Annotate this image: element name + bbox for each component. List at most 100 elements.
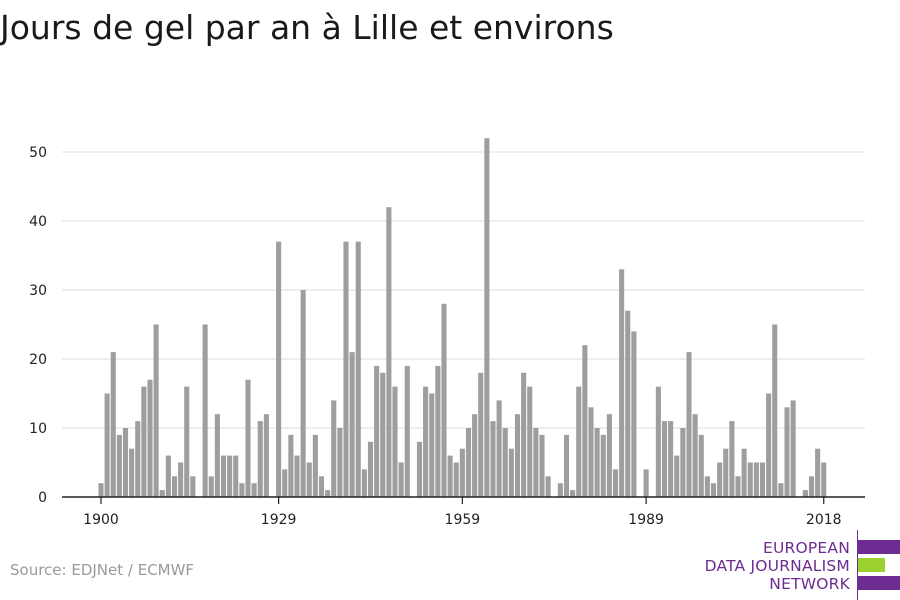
logo-line-3: NETWORK xyxy=(769,575,850,593)
chart-title: Jours de gel par an à Lille et environs xyxy=(0,8,614,47)
x-tick-label: 1959 xyxy=(445,512,481,528)
y-tick-label: 20 xyxy=(29,352,47,368)
bar xyxy=(619,269,625,497)
bar xyxy=(766,393,772,497)
bar xyxy=(349,352,355,497)
x-tick-label: 2018 xyxy=(806,512,842,528)
bar xyxy=(643,469,649,497)
x-tick-label: 1989 xyxy=(628,512,664,528)
bar xyxy=(294,455,300,497)
bar xyxy=(147,379,153,497)
bar xyxy=(784,407,790,497)
bar xyxy=(398,462,404,497)
bar xyxy=(588,407,594,497)
bar xyxy=(435,365,441,497)
bar xyxy=(343,241,349,497)
y-tick-label: 40 xyxy=(29,214,47,230)
bar xyxy=(815,448,821,497)
bar xyxy=(772,324,778,497)
bar xyxy=(153,324,159,497)
bar xyxy=(325,490,331,497)
bar xyxy=(208,476,214,497)
bar xyxy=(165,455,171,497)
bar xyxy=(668,421,674,497)
bar xyxy=(355,241,361,497)
gridlines xyxy=(62,151,865,429)
bar xyxy=(361,469,367,497)
bar xyxy=(374,365,380,497)
bar xyxy=(729,421,735,497)
bar xyxy=(282,469,288,497)
bar xyxy=(692,414,698,497)
bar xyxy=(625,310,631,497)
bar xyxy=(502,428,508,497)
bar xyxy=(821,462,827,497)
bar xyxy=(465,428,472,497)
logo-bar-top xyxy=(858,540,900,554)
bar xyxy=(514,414,521,497)
bar xyxy=(747,462,753,497)
bar xyxy=(594,428,600,497)
bar xyxy=(104,393,110,497)
bar xyxy=(159,490,165,497)
bar xyxy=(778,483,784,497)
bar xyxy=(184,386,190,497)
bar xyxy=(753,462,759,497)
bar xyxy=(220,455,227,497)
bar xyxy=(698,434,704,497)
bar xyxy=(416,441,423,497)
bar xyxy=(135,421,141,497)
bar xyxy=(202,324,208,497)
bar xyxy=(508,448,514,497)
bar xyxy=(98,483,104,497)
bar xyxy=(447,455,453,497)
bar xyxy=(704,476,710,497)
x-axis-ticks: 1900 1929 1959 1989 2018 xyxy=(83,497,842,528)
y-tick-label: 50 xyxy=(29,145,47,161)
bar xyxy=(110,352,116,497)
bar xyxy=(527,386,533,497)
bar xyxy=(563,434,570,497)
bar xyxy=(276,241,282,497)
edjnet-logo: EUROPEAN DATA JOURNALISM NETWORK xyxy=(700,528,900,600)
bar xyxy=(655,386,661,497)
bar xyxy=(331,400,337,497)
bar xyxy=(233,455,239,497)
bar xyxy=(478,372,484,497)
bar xyxy=(312,434,318,497)
bar xyxy=(545,476,551,497)
bar xyxy=(263,414,269,497)
bar xyxy=(178,462,184,497)
bar xyxy=(686,352,692,497)
bar xyxy=(612,469,619,497)
bar xyxy=(576,386,582,497)
bar xyxy=(496,400,502,497)
bar xyxy=(674,455,680,497)
bar xyxy=(600,434,606,497)
bar xyxy=(251,483,257,497)
bar xyxy=(557,483,563,497)
y-axis-ticks: 0 10 20 30 40 50 xyxy=(29,145,47,506)
bar xyxy=(380,372,386,497)
bar xyxy=(318,476,325,497)
bar xyxy=(453,462,459,497)
bar xyxy=(337,428,343,497)
bar xyxy=(808,476,815,497)
bar xyxy=(245,379,251,497)
bar xyxy=(122,428,129,497)
bar xyxy=(472,414,478,497)
bar xyxy=(214,414,220,497)
bar xyxy=(661,421,668,497)
bar xyxy=(116,434,122,497)
bar xyxy=(239,483,245,497)
y-tick-label: 0 xyxy=(38,490,47,506)
x-tick-label: 1929 xyxy=(261,512,297,528)
bar xyxy=(490,421,496,497)
bar xyxy=(790,400,796,497)
bar xyxy=(441,303,447,497)
bar xyxy=(759,462,766,497)
bar xyxy=(710,483,717,497)
bar xyxy=(631,331,637,497)
bar xyxy=(723,448,729,497)
